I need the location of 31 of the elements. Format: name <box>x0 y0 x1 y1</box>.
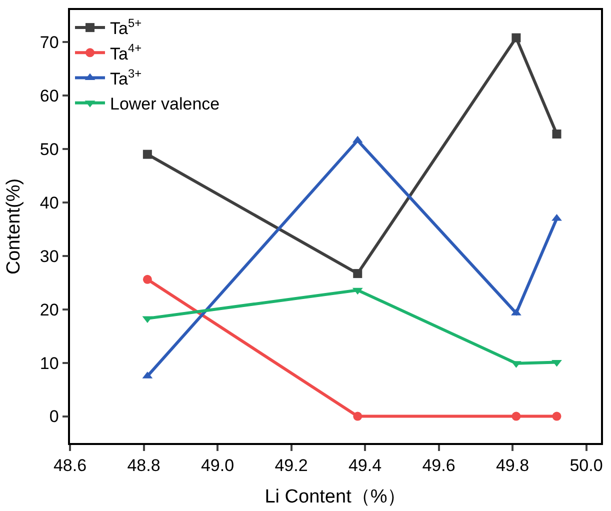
x-tick-label: 50.0 <box>570 456 603 476</box>
x-tick-label: 49.2 <box>274 456 308 476</box>
legend-label: Ta$^{5+}$ <box>110 16 142 38</box>
point <box>512 33 521 42</box>
y-tick-label: 40 <box>40 193 59 212</box>
point <box>353 269 362 278</box>
x-tick-label: 49.8 <box>496 456 530 476</box>
legend-label: Ta$^{3+}$ <box>110 66 142 88</box>
legend-label: Lower valence <box>110 94 220 114</box>
y-tick-label: 70 <box>40 33 59 52</box>
point <box>142 150 152 159</box>
legend-label: Ta$^{4+}$ <box>110 41 142 64</box>
y-axis-title: Content(%) <box>3 178 24 275</box>
x-axis-title: Li Content（%） <box>264 486 406 508</box>
point <box>552 412 562 421</box>
y-tick-label: 50 <box>40 140 59 159</box>
x-tick-label: 48.6 <box>53 456 87 476</box>
x-tick-label: 49.4 <box>348 456 382 476</box>
y-tick-label: 30 <box>40 246 59 266</box>
y-tick-label: 20 <box>40 300 59 320</box>
y-tick-label: 10 <box>40 354 59 373</box>
x-tick-label: 49.6 <box>422 456 456 476</box>
x-tick-label: 48.8 <box>127 456 160 476</box>
y-tick-label: 60 <box>40 86 59 106</box>
point <box>353 412 362 421</box>
point <box>552 130 562 139</box>
x-tick-label: 49.0 <box>200 456 234 476</box>
y-tick-label: 0 <box>49 407 59 426</box>
point <box>142 274 152 284</box>
point <box>512 412 521 421</box>
point <box>552 214 562 221</box>
